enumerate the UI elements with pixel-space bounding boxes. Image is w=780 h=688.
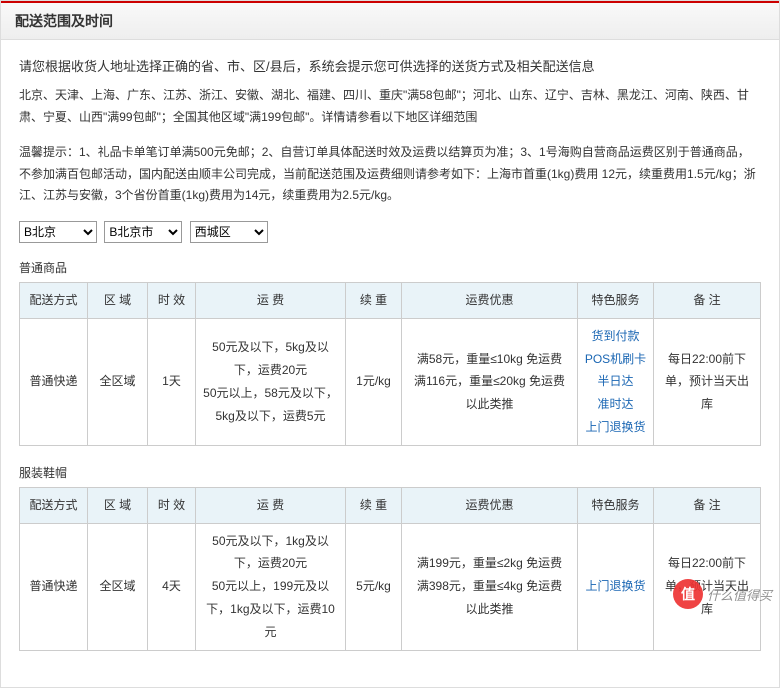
cell-cont: 1元/kg bbox=[346, 318, 402, 445]
table-row: 普通快递 全区域 4天 50元及以下，1kg及以下，运费20元50元以上，199… bbox=[20, 523, 761, 650]
intro-text: 请您根据收货人地址选择正确的省、市、区/县后，系统会提示您可供选择的送货方式及相… bbox=[19, 56, 761, 75]
cell-region: 全区域 bbox=[88, 318, 148, 445]
th-region: 区 域 bbox=[88, 487, 148, 523]
th-fee: 运 费 bbox=[196, 487, 346, 523]
cell-time: 1天 bbox=[148, 318, 196, 445]
general-goods-table: 配送方式 区 域 时 效 运 费 续 重 运费优惠 特色服务 备 注 普通快递 … bbox=[19, 282, 761, 446]
th-time: 时 效 bbox=[148, 487, 196, 523]
cell-time: 4天 bbox=[148, 523, 196, 650]
cell-note: 每日22:00前下单，预计当天出库 bbox=[654, 318, 761, 445]
cell-fee: 50元及以下，1kg及以下，运费20元50元以上，199元及以下，1kg及以下，… bbox=[196, 523, 346, 650]
table-header-row: 配送方式 区 域 时 效 运 费 续 重 运费优惠 特色服务 备 注 bbox=[20, 487, 761, 523]
th-cont: 续 重 bbox=[346, 282, 402, 318]
th-fee: 运 费 bbox=[196, 282, 346, 318]
city-select[interactable]: B北京市 bbox=[104, 221, 182, 243]
district-select[interactable]: 西城区 bbox=[190, 221, 268, 243]
th-svc: 特色服务 bbox=[578, 282, 654, 318]
watermark-text: 什么值得买 bbox=[707, 585, 772, 604]
th-method: 配送方式 bbox=[20, 487, 88, 523]
cell-region: 全区域 bbox=[88, 523, 148, 650]
th-method: 配送方式 bbox=[20, 282, 88, 318]
table-row: 普通快递 全区域 1天 50元及以下，5kg及以下，运费20元50元以上，58元… bbox=[20, 318, 761, 445]
region-selectors: B北京 B北京市 西城区 bbox=[19, 221, 761, 243]
region-policy-text: 北京、天津、上海、广东、江苏、浙江、安徽、湖北、福建、四川、重庆"满58包邮"；… bbox=[19, 85, 761, 128]
watermark: 值 什么值得买 bbox=[673, 579, 772, 609]
th-disc: 运费优惠 bbox=[402, 487, 578, 523]
cell-disc: 满58元，重量≤10kg 免运费满116元，重量≤20kg 免运费以此类推 bbox=[402, 318, 578, 445]
clothing-table: 配送方式 区 域 时 效 运 费 续 重 运费优惠 特色服务 备 注 普通快递 … bbox=[19, 487, 761, 651]
th-region: 区 域 bbox=[88, 282, 148, 318]
table-header-row: 配送方式 区 域 时 效 运 费 续 重 运费优惠 特色服务 备 注 bbox=[20, 282, 761, 318]
watermark-icon: 值 bbox=[673, 579, 703, 609]
cell-disc: 满199元，重量≤2kg 免运费满398元，重量≤4kg 免运费以此类推 bbox=[402, 523, 578, 650]
page-container: 配送范围及时间 请您根据收货人地址选择正确的省、市、区/县后，系统会提示您可供选… bbox=[0, 0, 780, 688]
section-title-general: 普通商品 bbox=[19, 259, 761, 276]
th-note: 备 注 bbox=[654, 282, 761, 318]
cell-method: 普通快递 bbox=[20, 523, 88, 650]
th-svc: 特色服务 bbox=[578, 487, 654, 523]
cell-method: 普通快递 bbox=[20, 318, 88, 445]
page-title: 配送范围及时间 bbox=[1, 1, 779, 40]
province-select[interactable]: B北京 bbox=[19, 221, 97, 243]
cell-fee: 50元及以下，5kg及以下，运费20元50元以上，58元及以下，5kg及以下，运… bbox=[196, 318, 346, 445]
tips-text: 温馨提示：1、礼品卡单笔订单满500元免邮；2、自营订单具体配送时效及运费以结算… bbox=[19, 142, 761, 207]
th-cont: 续 重 bbox=[346, 487, 402, 523]
cell-cont: 5元/kg bbox=[346, 523, 402, 650]
section-title-clothing: 服装鞋帽 bbox=[19, 464, 761, 481]
th-disc: 运费优惠 bbox=[402, 282, 578, 318]
cell-svc[interactable]: 货到付款POS机刷卡半日达准时达上门退换货 bbox=[578, 318, 654, 445]
th-note: 备 注 bbox=[654, 487, 761, 523]
cell-svc[interactable]: 上门退换货 bbox=[578, 523, 654, 650]
content-area: 请您根据收货人地址选择正确的省、市、区/县后，系统会提示您可供选择的送货方式及相… bbox=[1, 40, 779, 687]
th-time: 时 效 bbox=[148, 282, 196, 318]
